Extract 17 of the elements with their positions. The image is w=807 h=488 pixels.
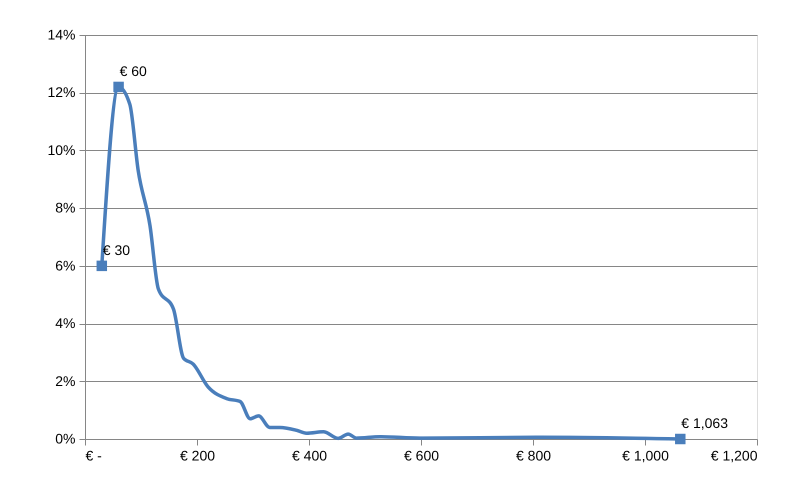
annotation: € 1,063: [681, 415, 728, 431]
x-tick-label: € 1,200: [710, 448, 758, 464]
annotation: € 60: [120, 62, 148, 79]
y-tick-label: 14%: [47, 26, 76, 42]
y-tick-label: 6%: [55, 257, 76, 274]
y-tick-label: 12%: [47, 84, 76, 100]
y-tick-label: 10%: [47, 142, 76, 158]
x-tick-label: € 800: [516, 448, 552, 464]
y-tick-label: 4%: [55, 315, 76, 332]
y-tick-label: 0%: [55, 430, 76, 446]
y-tick-label: 2%: [55, 372, 76, 389]
x-tick-label: € 400: [292, 448, 328, 464]
x-tick-label: € 200: [180, 448, 216, 464]
y-tick-label: 8%: [55, 200, 76, 216]
x-tick-label: € 600: [404, 448, 440, 464]
x-tick-label: € -: [86, 448, 102, 464]
x-tick-label: € 1,000: [622, 448, 670, 464]
